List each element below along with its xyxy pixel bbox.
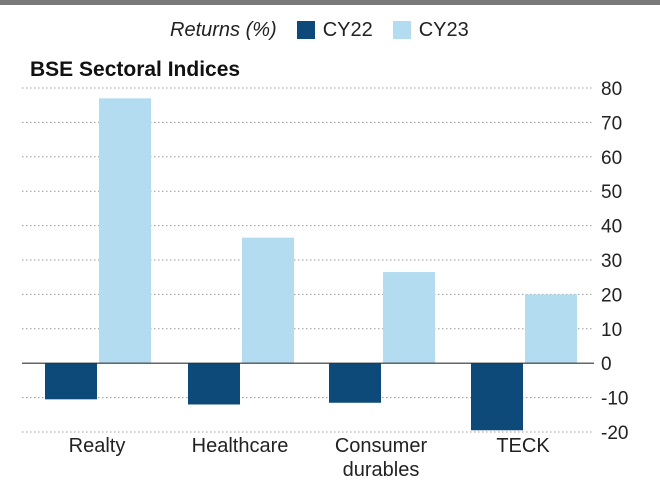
legend-label-cy22: CY22 <box>322 18 373 41</box>
y-tick-label-80: 80 <box>601 79 622 100</box>
bar-cy22-0 <box>45 363 97 400</box>
chart-legend: Returns (%) CY22 CY23 <box>170 16 489 44</box>
y-tick-label-30: 30 <box>601 251 622 272</box>
x-category-label-2-line-1: durables <box>343 459 420 481</box>
legend-title: Returns (%) <box>170 18 277 41</box>
bar-cy23-1 <box>242 237 294 364</box>
y-tick-label--20: -20 <box>601 423 628 444</box>
top-border <box>0 0 660 5</box>
bar-cy23-0 <box>99 98 151 364</box>
y-tick-label-10: 10 <box>601 320 622 341</box>
y-tick-label-60: 60 <box>601 148 622 169</box>
y-tick-label-20: 20 <box>601 285 622 306</box>
y-tick-label-50: 50 <box>601 182 622 203</box>
legend-item-cy23: CY23 <box>392 18 469 42</box>
x-category-label-3: TECK <box>496 435 550 457</box>
chart-title: BSE Sectoral Indices <box>30 58 241 81</box>
bar-cy23-3 <box>525 294 577 364</box>
x-category-label-0: Realty <box>69 435 126 457</box>
x-category-label-2: Consumer <box>335 435 428 457</box>
bar-cy22-3 <box>471 363 523 431</box>
bar-cy22-1 <box>188 363 240 405</box>
x-category-label-1: Healthcare <box>192 435 289 457</box>
y-tick-label-40: 40 <box>601 217 622 238</box>
bar-cy23-2 <box>383 272 435 364</box>
legend-item-cy22: CY22 <box>296 18 373 42</box>
legend-label-cy23: CY23 <box>418 18 469 41</box>
y-tick-label-0: 0 <box>601 354 612 375</box>
legend-swatch-cy23 <box>392 21 411 39</box>
y-tick-label--10: -10 <box>601 389 628 410</box>
bar-cy22-2 <box>329 363 381 403</box>
y-tick-label-70: 70 <box>601 113 622 134</box>
legend-swatch-cy22 <box>296 21 315 39</box>
